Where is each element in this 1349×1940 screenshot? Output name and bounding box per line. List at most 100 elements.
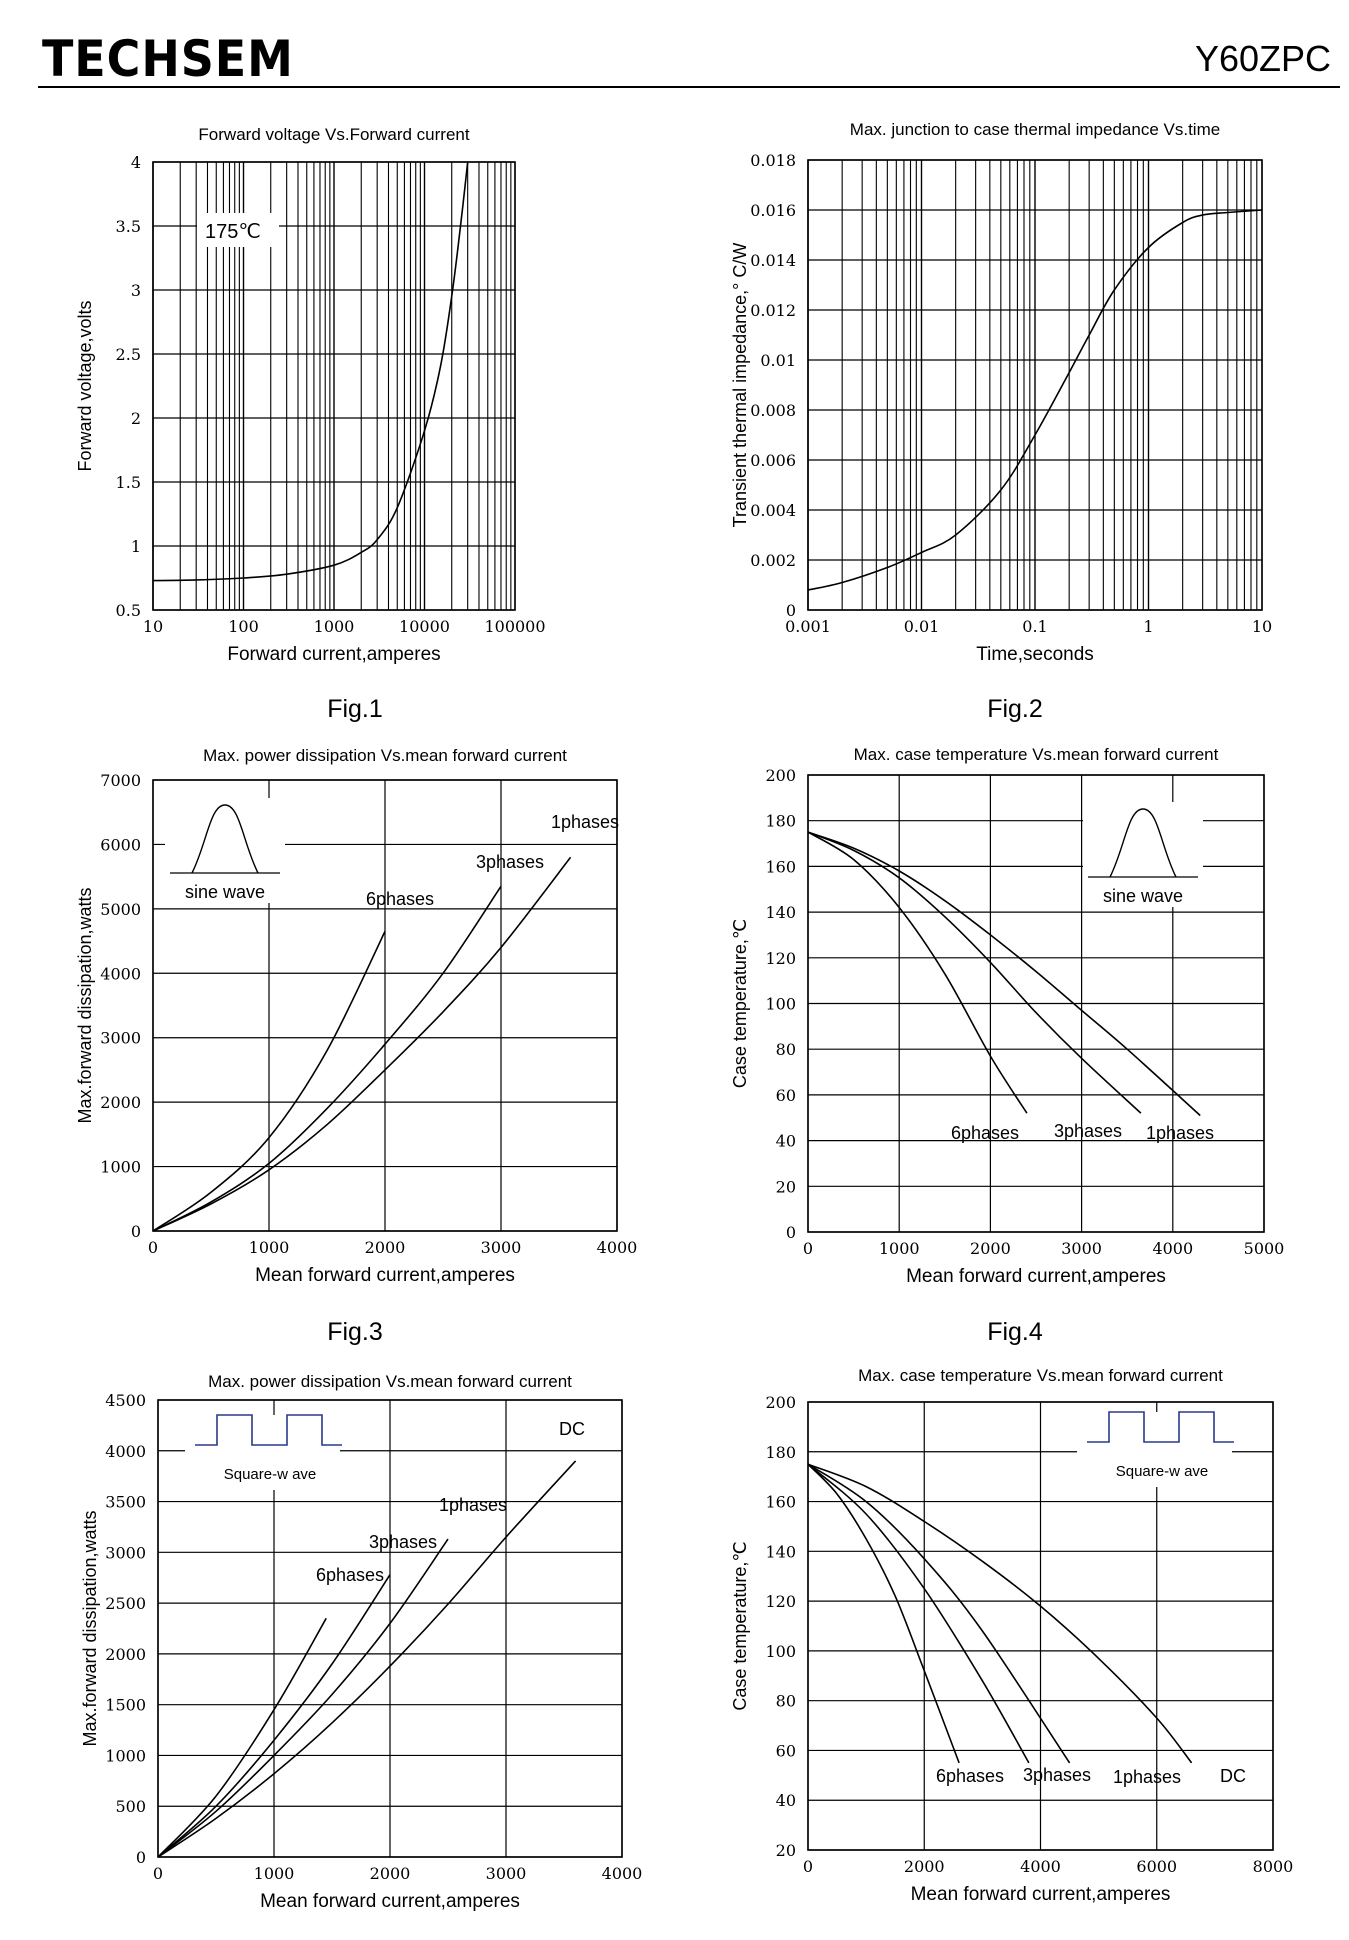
chart-svg: 0.001 0.01 0.1 1 10 0 0.002 0.004 0.006 0.008 0.01… bbox=[730, 120, 1272, 665]
x-tick-label: 4000 bbox=[597, 1238, 638, 1257]
y-axis-label: Case temperature,℃ bbox=[730, 1541, 750, 1710]
sine-wave-icon bbox=[191, 804, 259, 874]
x-tick-label: 3000 bbox=[481, 1238, 522, 1257]
y-tick-label: 5000 bbox=[100, 900, 141, 919]
chart-title: Max. case temperature Vs.mean forward cu… bbox=[854, 745, 1219, 764]
chart-svg: 10 100 1000 10000 100000 0.5 1 1.5 2 2.5 3 3.5 4 Forw… bbox=[75, 125, 546, 665]
series-label: 1phases bbox=[1113, 1767, 1181, 1787]
y-tick-label: 120 bbox=[765, 949, 796, 968]
y-tick-label: 20 bbox=[776, 1841, 796, 1860]
y-tick-label: 3000 bbox=[100, 1029, 141, 1048]
x-tick-label: 10 bbox=[143, 617, 163, 636]
y-tick-label: 1.5 bbox=[116, 473, 141, 492]
y-tick-label: 40 bbox=[776, 1132, 796, 1151]
y-tick-label: 120 bbox=[765, 1592, 796, 1611]
series-line bbox=[807, 1463, 1030, 1764]
brand-logo: TECHSEM bbox=[42, 30, 294, 88]
legend-label: sine wave bbox=[185, 882, 265, 902]
series-line bbox=[807, 831, 1028, 1114]
y-tick-label: 6000 bbox=[100, 835, 141, 854]
x-tick-label: 0.001 bbox=[785, 617, 831, 636]
y-tick-label: 4 bbox=[131, 153, 141, 172]
x-tick-label: 0 bbox=[803, 1857, 813, 1876]
y-tick-label: 0.018 bbox=[750, 151, 796, 170]
y-tick-label: 0.016 bbox=[750, 201, 796, 220]
series-line bbox=[152, 856, 572, 1232]
y-tick-label: 4000 bbox=[105, 1442, 146, 1461]
y-axis-label: Max.forward dissipation,watts bbox=[80, 1510, 100, 1746]
legend-label: Square-w ave bbox=[1116, 1463, 1209, 1480]
series-line bbox=[152, 931, 386, 1232]
x-axis-label: Mean forward current,amperes bbox=[260, 1891, 520, 1912]
figure-label: Fig.1 bbox=[327, 695, 383, 723]
plot-frame bbox=[157, 1399, 623, 1858]
chart-title: Max. power dissipation Vs.mean forward c… bbox=[208, 1372, 572, 1391]
x-tick-label: 1000 bbox=[249, 1238, 290, 1257]
figure-label: Fig.2 bbox=[987, 695, 1043, 723]
series-line bbox=[157, 1538, 449, 1858]
y-tick-label: 160 bbox=[765, 857, 796, 876]
annotation-box bbox=[197, 213, 279, 247]
series-line bbox=[157, 1617, 327, 1858]
series-label: 1phases bbox=[439, 1495, 507, 1515]
sine-wave-icon bbox=[1109, 808, 1177, 878]
series-label: 6phases bbox=[366, 889, 434, 909]
x-tick-label: 1000 bbox=[254, 1864, 295, 1883]
y-tick-label: 180 bbox=[765, 812, 796, 831]
legend-box bbox=[165, 798, 285, 903]
plot-frame bbox=[807, 774, 1265, 1233]
y-tick-label: 0.008 bbox=[750, 401, 796, 420]
x-tick-label: 0.01 bbox=[904, 617, 940, 636]
legend-box bbox=[1083, 802, 1203, 907]
y-tick-label: 0.01 bbox=[760, 351, 796, 370]
chart-svg: 0 2000 4000 6000 8000 20 40 60 80 100 120 140 160 180… bbox=[730, 1366, 1293, 1905]
chart-svg: 0 1000 2000 3000 4000 0 500 1000 1500 2000 2500 300… bbox=[80, 1372, 643, 1912]
y-tick-label: 60 bbox=[776, 1086, 796, 1105]
chart-title: Max. case temperature Vs.mean forward cu… bbox=[858, 1366, 1223, 1385]
x-tick-label: 0 bbox=[803, 1239, 813, 1258]
series-label: 1phases bbox=[1146, 1123, 1214, 1143]
x-tick-label: 6000 bbox=[1136, 1857, 1177, 1876]
chart-power-dissipation-sine: 0 1000 2000 3000 4000 0 1000 2000 3000 4000 5000 60… bbox=[55, 735, 675, 1315]
series-label: 3phases bbox=[369, 1532, 437, 1552]
y-tick-label: 200 bbox=[765, 1393, 796, 1412]
series-line bbox=[807, 209, 1263, 591]
y-tick-label: 0.006 bbox=[750, 451, 796, 470]
x-tick-label: 0 bbox=[148, 1238, 158, 1257]
plot-frame bbox=[152, 779, 618, 1232]
series-label: DC bbox=[1220, 1766, 1246, 1786]
y-tick-label: 0 bbox=[786, 1223, 796, 1242]
series-label: 6phases bbox=[936, 1766, 1004, 1786]
legend-box bbox=[1077, 1412, 1232, 1487]
plot-frame bbox=[807, 1401, 1274, 1851]
x-axis-label: Mean forward current,amperes bbox=[255, 1265, 515, 1286]
chart-thermal-impedance: 0.001 0.01 0.1 1 10 0 0.002 0.004 0.006 0.008 0.01… bbox=[705, 100, 1325, 665]
x-axis-label: Mean forward current,amperes bbox=[906, 1266, 1166, 1287]
y-axis-label: Transient thermal impedance,° C/W bbox=[730, 243, 750, 528]
series-label: 3phases bbox=[476, 852, 544, 872]
series-line bbox=[157, 1460, 577, 1858]
x-tick-label: 0.1 bbox=[1022, 617, 1047, 636]
y-tick-label: 1000 bbox=[100, 1158, 141, 1177]
y-tick-label: 0 bbox=[131, 1222, 141, 1241]
chart-title: Forward voltage Vs.Forward current bbox=[198, 125, 469, 144]
x-tick-label: 4000 bbox=[602, 1864, 643, 1883]
x-tick-label: 1 bbox=[1143, 617, 1153, 636]
header-rule bbox=[38, 86, 1340, 88]
y-tick-label: 2000 bbox=[100, 1093, 141, 1112]
series-label: 3phases bbox=[1023, 1765, 1091, 1785]
y-tick-label: 3 bbox=[131, 281, 141, 300]
y-tick-label: 0.004 bbox=[750, 501, 796, 520]
y-tick-label: 140 bbox=[765, 903, 796, 922]
x-tick-label: 2000 bbox=[970, 1239, 1011, 1258]
y-tick-label: 7000 bbox=[100, 771, 141, 790]
y-tick-label: 3500 bbox=[105, 1493, 146, 1512]
series-label: 6phases bbox=[951, 1123, 1019, 1143]
legend-box bbox=[185, 1415, 340, 1490]
y-tick-label: 2.5 bbox=[116, 345, 141, 364]
y-tick-label: 500 bbox=[115, 1797, 146, 1816]
temperature-annotation: 175℃ bbox=[205, 221, 261, 243]
x-tick-label: 0 bbox=[153, 1864, 163, 1883]
y-tick-label: 1000 bbox=[105, 1746, 146, 1765]
series-label: 6phases bbox=[316, 1565, 384, 1585]
